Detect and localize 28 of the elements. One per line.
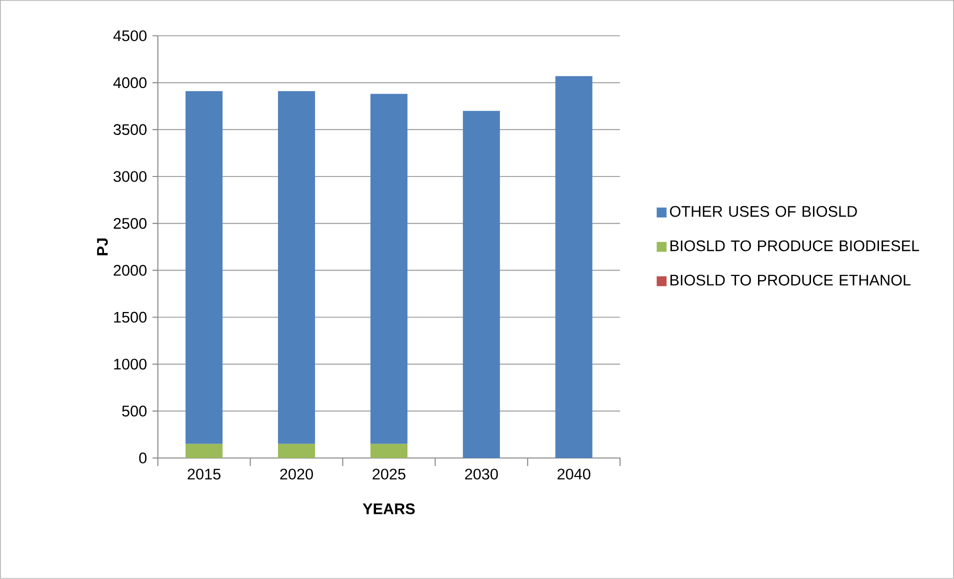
- x-tick-label: 2030: [465, 468, 498, 480]
- bar: [186, 444, 223, 458]
- legend-label: BIOSLD TO PRODUCE BIODIESEL: [670, 240, 920, 252]
- x-tick-label: 2020: [280, 468, 313, 480]
- y-tick-label: 1000: [114, 358, 146, 370]
- x-axis-title: YEARS: [362, 504, 415, 514]
- x-tick-label: 2025: [372, 468, 406, 480]
- bar: [370, 444, 408, 458]
- y-tick-label: 2000: [114, 265, 146, 276]
- bar: [278, 444, 316, 458]
- bar: [186, 91, 223, 444]
- x-tick-label: 2015: [188, 468, 220, 480]
- y-tick-label: 4000: [113, 77, 146, 88]
- y-tick-label: 4500: [113, 30, 146, 42]
- x-tick-label: 2040: [558, 468, 590, 480]
- y-axis-title: PJ: [97, 238, 108, 256]
- bar: [370, 94, 408, 444]
- y-tick-label: 500: [122, 406, 147, 417]
- bar: [278, 91, 316, 444]
- bar: [462, 110, 500, 458]
- y-tick-label: 1500: [114, 312, 146, 323]
- y-tick-label: 2500: [114, 218, 146, 229]
- legend-label: BIOSLD TO PRODUCE ETHANOL: [670, 274, 911, 286]
- bar: [555, 76, 592, 458]
- y-tick-label: 0: [139, 452, 147, 464]
- legend-label: OTHER USES OF BIOSLD: [670, 206, 857, 217]
- y-tick-label: 3000: [114, 171, 146, 182]
- y-tick-label: 3500: [114, 124, 146, 136]
